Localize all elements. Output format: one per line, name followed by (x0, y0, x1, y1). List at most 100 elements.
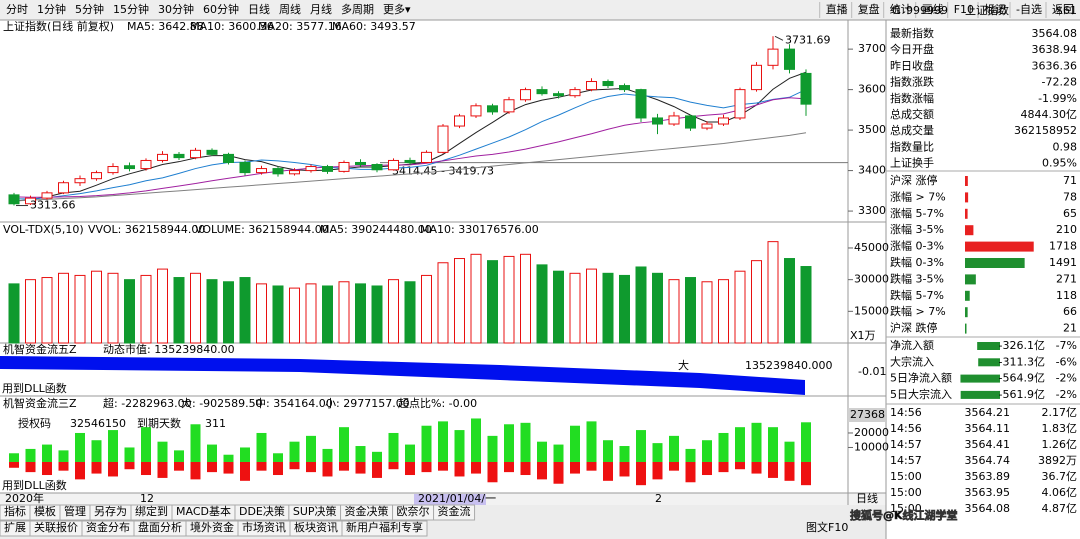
volume-label: MA10: 330176576.00 (420, 223, 539, 236)
inflow-bar (306, 435, 316, 462)
toolbar-button[interactable]: 返回 (1052, 3, 1074, 16)
y-tick-label: 3700 (858, 42, 886, 55)
stat-label: 上证换手 (890, 156, 934, 170)
tick-time: 14:56 (890, 422, 922, 435)
tab-label[interactable]: 关联报价 (34, 520, 78, 534)
candle-body (619, 85, 630, 91)
name: 上证指数 (965, 3, 1009, 17)
flow-label: 5日大宗流入 (890, 387, 952, 401)
volume-bar (536, 264, 548, 344)
period-tab[interactable]: 60分钟 (203, 2, 239, 16)
tab-label[interactable]: 资金决策 (345, 504, 389, 518)
outflow-bar (454, 461, 465, 477)
tab-label[interactable]: 绑定到 (135, 504, 168, 518)
candle-body (338, 161, 350, 172)
volume-bar (734, 270, 746, 344)
period-tab[interactable]: 5分钟 (75, 2, 104, 16)
volume-bar (338, 281, 350, 344)
tab-label[interactable]: 板块资讯 (294, 520, 338, 534)
tab-label[interactable]: 模板 (34, 504, 56, 518)
breadth-count: 21 (1063, 322, 1077, 335)
y-tick-label: 3300 (858, 204, 886, 217)
tick-time: 15:00 (890, 502, 922, 515)
outflow-bar (190, 461, 201, 480)
tab-label[interactable]: DDE决策 (239, 504, 285, 518)
volume-bar (619, 274, 630, 344)
volume-bar (41, 277, 53, 344)
volume-bar (718, 279, 729, 344)
fund-band (0, 356, 805, 395)
outflow-bar (91, 461, 102, 474)
outflow-bar (421, 461, 432, 473)
inflow-bar (751, 422, 762, 462)
breadth-label: 涨幅 > 7% (890, 190, 946, 203)
inflow-bar (25, 448, 36, 462)
tab-label[interactable]: 资金分布 (86, 520, 130, 534)
volume-bar (206, 279, 218, 344)
tab-label[interactable]: 欧奈尔 (397, 504, 430, 518)
tick-price: 3563.89 (965, 470, 1011, 483)
inflow-bar (256, 432, 267, 462)
toolbar-button[interactable]: 画线 (922, 2, 944, 16)
volume-bar (751, 260, 762, 344)
period-tab[interactable]: 1分钟 (37, 2, 66, 16)
volume-label: VOLUME: 362158944.00 (195, 223, 329, 236)
volume-bar (289, 287, 300, 344)
tick-amount: 2.17亿 (1042, 406, 1078, 419)
tab-label[interactable]: 新用户福利专享 (346, 520, 423, 534)
candle-body (107, 166, 119, 174)
tab[interactable] (341, 520, 428, 537)
stat-label: 昨日收盘 (890, 58, 934, 72)
toolbar-button[interactable]: 统计 (890, 3, 912, 16)
period-tab[interactable]: 更多▾ (383, 2, 411, 16)
outflow-bar (108, 461, 118, 477)
volume-bar (404, 281, 416, 344)
market-value: 动态市值: 135239840.00 (103, 342, 235, 356)
period-tab[interactable]: 分时 (6, 3, 28, 16)
toolbar-button[interactable]: -自选 (1016, 3, 1042, 16)
tab-label[interactable]: 盘面分析 (138, 520, 182, 534)
period-tab[interactable]: 月线 (310, 2, 332, 16)
period-tab[interactable]: 日线 (248, 2, 270, 16)
ma-label: MA10: 3600.36 (190, 20, 274, 33)
period-tab[interactable]: 多周期 (341, 2, 374, 16)
breadth-bar (965, 208, 968, 219)
y-tick-label: 45000 (854, 241, 889, 254)
tab-label[interactable]: 市场资讯 (242, 520, 286, 534)
tab-label[interactable]: 扩展 (4, 520, 26, 534)
auth-text: 到期天数 (137, 417, 181, 430)
tab-label[interactable]: 资金流 (438, 504, 471, 518)
outflow-bar (223, 461, 234, 474)
candle-body (74, 178, 86, 184)
stat-value: 362158952 (1014, 124, 1077, 137)
toolbar-bg (0, 0, 1080, 20)
period-tab[interactable]: 周线 (279, 2, 301, 16)
stat-value: -1.99% (1038, 92, 1077, 105)
toolbar-button[interactable]: 复盘 (858, 2, 880, 16)
tab-label[interactable]: SUP决策 (293, 504, 337, 518)
tab-label[interactable]: 管理 (64, 504, 86, 518)
period-tab[interactable]: 30分钟 (158, 2, 194, 16)
toolbar-button[interactable]: F10 (954, 3, 974, 16)
outflow-bar (636, 461, 646, 486)
volume-bar (668, 279, 680, 344)
ma-label: MA60: 3493.57 (332, 20, 416, 33)
tab-label[interactable]: 境外资金 (190, 520, 234, 534)
candle-body (470, 105, 482, 117)
tab-label[interactable]: 指标 (4, 504, 26, 518)
toolbar-button[interactable]: 标记 (984, 2, 1006, 16)
inflow-bar (768, 427, 778, 462)
breadth-label: 涨幅 0-3% (890, 240, 944, 253)
inflow-bar (801, 422, 811, 462)
outflow-bar (124, 461, 135, 470)
outflow-bar (388, 461, 399, 470)
period-tab[interactable]: 15分钟 (113, 2, 149, 16)
y-tick-label: 3400 (858, 164, 886, 177)
tab[interactable] (433, 504, 476, 521)
tab-label[interactable]: MACD基本 (176, 504, 231, 518)
volume-label: MA5: 390244480.00 (320, 223, 432, 236)
tab-label[interactable]: 另存为 (94, 504, 127, 518)
inflow-bar (520, 422, 531, 462)
breadth-count: 66 (1063, 305, 1077, 318)
toolbar-button[interactable]: 直播 (826, 2, 848, 16)
